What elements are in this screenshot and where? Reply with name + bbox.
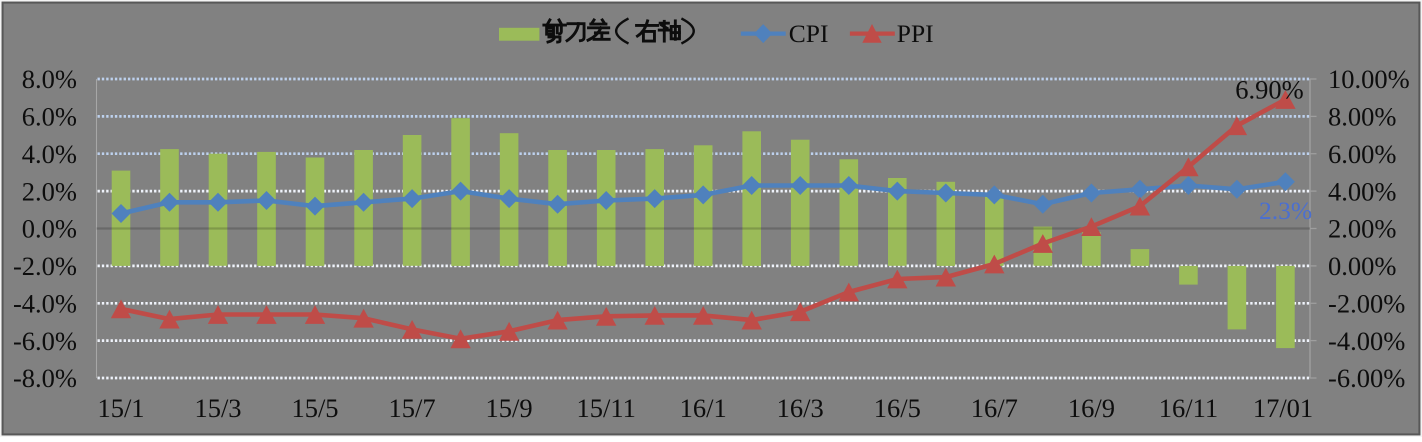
svg-text:6.0%: 6.0% <box>22 102 77 132</box>
svg-text:6.00%: 6.00% <box>1328 139 1396 169</box>
svg-text:0.0%: 0.0% <box>22 214 77 244</box>
svg-text:-4.0%: -4.0% <box>13 289 77 319</box>
svg-text:-2.00%: -2.00% <box>1328 289 1405 319</box>
svg-text:4.0%: 4.0% <box>22 139 77 169</box>
svg-text:16/3: 16/3 <box>777 393 824 423</box>
svg-text:8.00%: 8.00% <box>1328 102 1396 132</box>
svg-text:15/1: 15/1 <box>97 393 144 423</box>
svg-text:16/7: 16/7 <box>971 393 1018 423</box>
svg-text:2.00%: 2.00% <box>1328 214 1396 244</box>
svg-text:CPI: CPI <box>789 19 829 48</box>
svg-text:15/11: 15/11 <box>577 393 636 423</box>
svg-text:0.00%: 0.00% <box>1328 251 1396 281</box>
svg-text:16/5: 16/5 <box>874 393 921 423</box>
svg-text:15/7: 15/7 <box>389 393 436 423</box>
svg-text:4.00%: 4.00% <box>1328 176 1396 206</box>
svg-text:15/3: 15/3 <box>194 393 241 423</box>
svg-text:16/9: 16/9 <box>1068 393 1115 423</box>
svg-text:-8.0%: -8.0% <box>13 363 77 393</box>
svg-text:-6.00%: -6.00% <box>1328 363 1405 393</box>
svg-text:-4.00%: -4.00% <box>1328 326 1405 356</box>
svg-text:17/01: 17/01 <box>1253 393 1313 423</box>
svg-text:-6.0%: -6.0% <box>13 326 77 356</box>
svg-text:2.3%: 2.3% <box>1259 196 1312 225</box>
svg-text:15/5: 15/5 <box>291 393 338 423</box>
svg-text:16/1: 16/1 <box>680 393 727 423</box>
svg-text:PPI: PPI <box>897 19 934 48</box>
svg-text:8.0%: 8.0% <box>22 64 77 94</box>
svg-text:10.00%: 10.00% <box>1328 64 1410 94</box>
svg-text:15/9: 15/9 <box>486 393 533 423</box>
svg-text:2.0%: 2.0% <box>22 176 77 206</box>
svg-text:6.90%: 6.90% <box>1235 75 1303 105</box>
svg-text:16/11: 16/11 <box>1159 393 1218 423</box>
svg-text:-2.0%: -2.0% <box>13 251 77 281</box>
